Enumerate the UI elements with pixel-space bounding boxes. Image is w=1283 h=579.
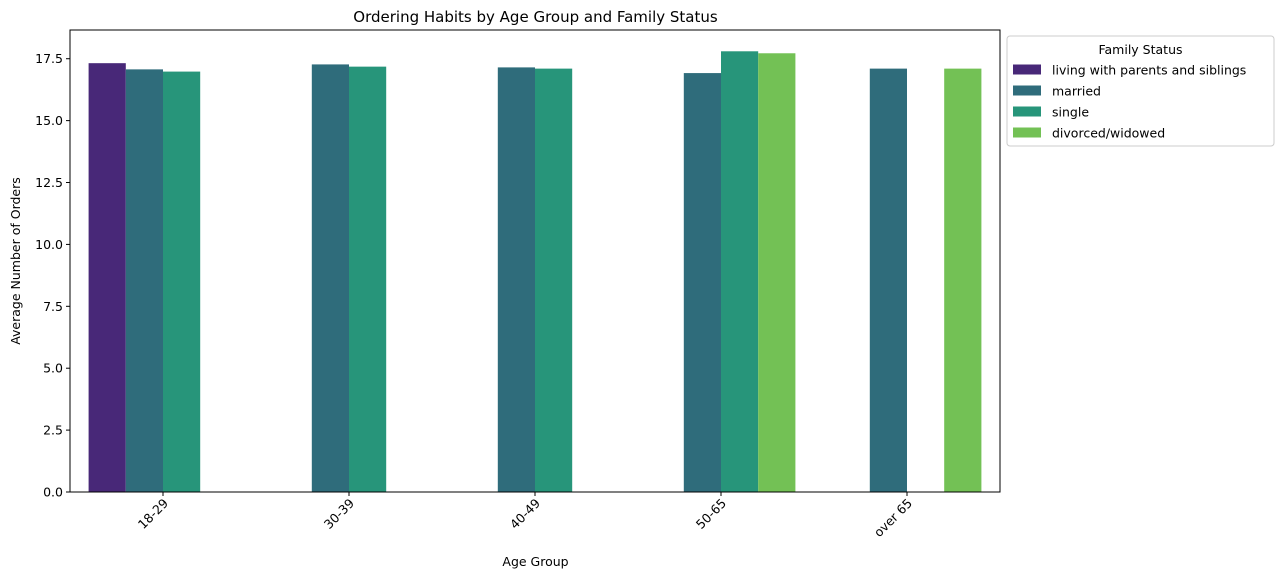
- x-axis-title: Age Group: [502, 554, 568, 569]
- legend-label: living with parents and siblings: [1052, 63, 1246, 78]
- bar: [721, 51, 759, 492]
- legend-title: Family Status: [1098, 42, 1182, 57]
- plot-frame: [69, 29, 1001, 493]
- y-tick-label: 0.0: [43, 485, 63, 500]
- legend-swatch: [1013, 106, 1041, 117]
- y-tick-label: 17.5: [35, 51, 63, 66]
- x-tick-label: 30-39: [321, 495, 357, 531]
- legend-label: divorced/widowed: [1052, 126, 1165, 141]
- legend-swatch: [1013, 85, 1041, 96]
- y-tick-label: 10.0: [35, 237, 63, 252]
- bar: [683, 73, 721, 492]
- legend-swatch: [1013, 127, 1041, 138]
- y-tick-label: 12.5: [35, 175, 63, 190]
- bar: [163, 71, 201, 492]
- bar: [88, 63, 126, 493]
- x-tick-label: 18-29: [135, 495, 171, 531]
- legend-label: single: [1052, 105, 1089, 120]
- bar: [758, 53, 796, 493]
- bar: [349, 66, 387, 492]
- legend-swatch: [1013, 64, 1041, 75]
- bar: [311, 64, 349, 492]
- bar: [125, 69, 163, 493]
- x-tick-label: 50-65: [693, 496, 729, 532]
- y-axis-title: Average Number of Orders: [8, 177, 23, 345]
- legend-frame: [1006, 35, 1275, 147]
- y-tick-label: 2.5: [43, 423, 63, 438]
- legend-label: married: [1052, 84, 1101, 99]
- bar: [535, 68, 573, 493]
- y-tick-label: 15.0: [35, 113, 63, 128]
- y-tick-label: 7.5: [43, 299, 63, 314]
- chart-title: Ordering Habits by Age Group and Family …: [353, 8, 718, 26]
- x-tick-label: over 65: [871, 496, 915, 540]
- bar: [497, 67, 535, 492]
- plot-area: 0.0 2.5 5.0 7.5 10.0 12.5 15.0 17.5 18-29 30-39 40…: [35, 29, 1001, 540]
- x-tick-label: 40-49: [507, 495, 543, 531]
- y-tick-label: 5.0: [43, 361, 63, 376]
- bar: [944, 68, 982, 493]
- legend: Family Status living with parents and si…: [1006, 35, 1275, 147]
- bar: [869, 68, 907, 493]
